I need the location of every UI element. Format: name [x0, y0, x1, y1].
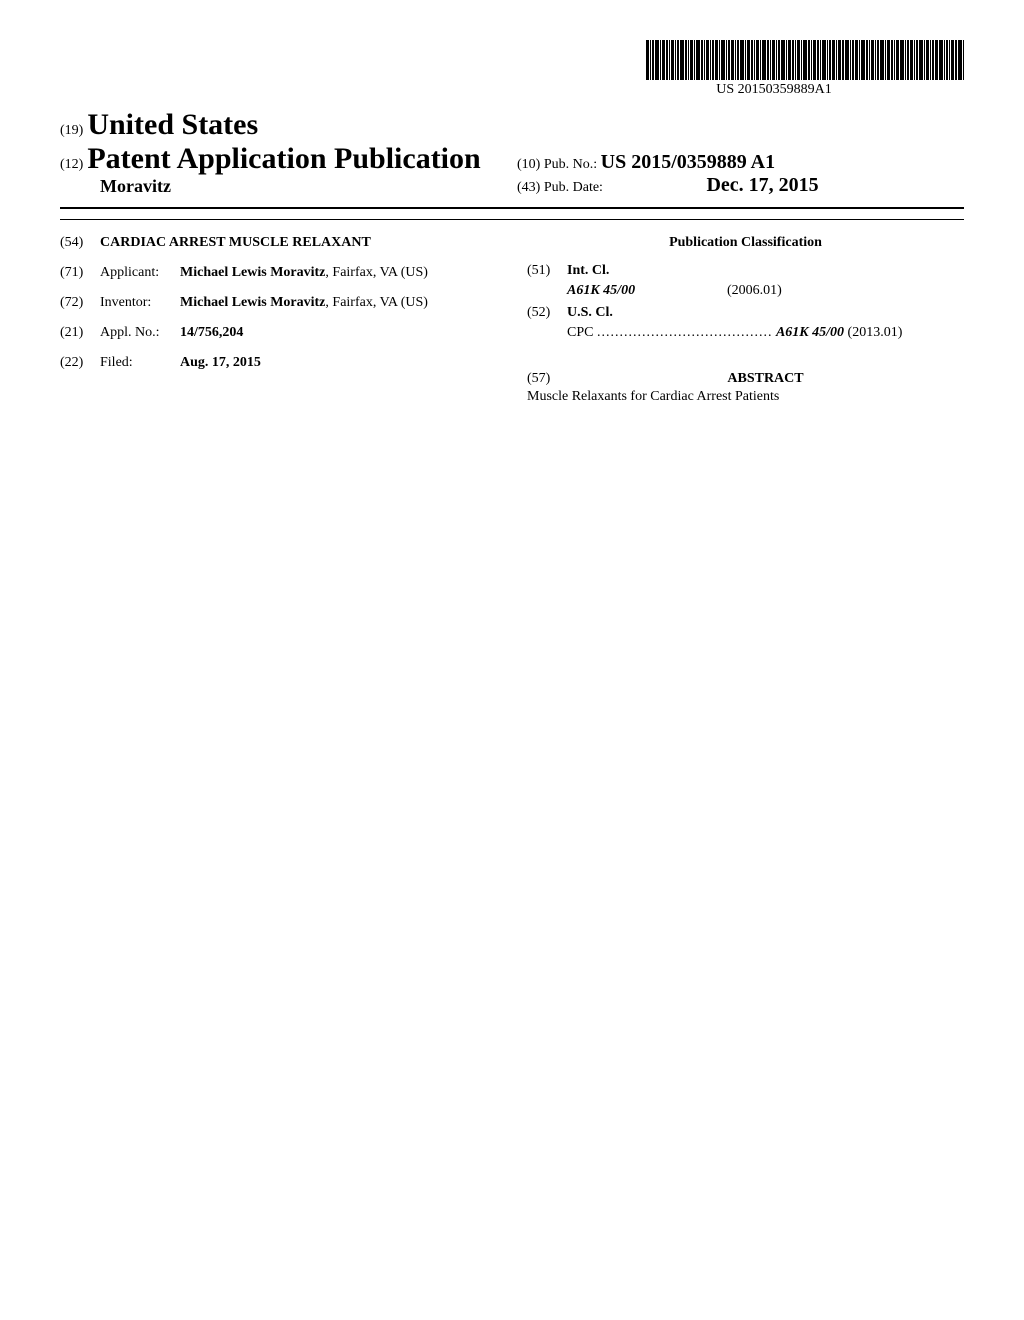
kind-code-12: (12)	[60, 157, 83, 172]
right-column: Publication Classification (51) Int. Cl.…	[527, 235, 964, 405]
cpc-dots: .......................................	[597, 325, 773, 340]
barcode: US 20150359889A1	[584, 40, 964, 98]
applicant-label: Applicant:	[100, 265, 180, 281]
intcl-code: (51)	[527, 263, 567, 279]
title-code: (54)	[60, 235, 100, 251]
applicant-value: Michael Lewis Moravitz, Fairfax, VA (US)	[180, 265, 497, 281]
applno-label: Appl. No.:	[100, 325, 180, 341]
title-field: (54) CARDIAC ARREST MUSCLE RELAXANT	[60, 235, 497, 251]
pub-type-line: (12) Patent Application Publication	[60, 142, 507, 176]
applicant-field: (71) Applicant: Michael Lewis Moravitz, …	[60, 265, 497, 281]
country-line: (19) United States	[60, 108, 507, 142]
barcode-section: US 20150359889A1	[60, 40, 964, 98]
left-column: (54) CARDIAC ARREST MUSCLE RELAXANT (71)…	[60, 235, 497, 405]
title-text: CARDIAC ARREST MUSCLE RELAXANT	[100, 235, 497, 251]
pub-date-line: (43) Pub. Date: Dec. 17, 2015	[517, 174, 964, 197]
inventor-name: Michael Lewis Moravitz	[180, 295, 325, 310]
divider-thin	[60, 219, 964, 220]
filed-code: (22)	[60, 355, 100, 371]
inventor-value: Michael Lewis Moravitz, Fairfax, VA (US)	[180, 295, 497, 311]
applno-code: (21)	[60, 325, 100, 341]
kind-code-43: (43)	[517, 180, 540, 195]
cpc-symbol: A61K 45/00	[776, 325, 844, 340]
cpc-date: (2013.01)	[844, 325, 902, 340]
filed-field: (22) Filed: Aug. 17, 2015	[60, 355, 497, 371]
abstract-code: (57)	[527, 371, 567, 387]
intcl-symbol: A61K 45/00	[567, 283, 727, 299]
pub-no-label: Pub. No.:	[544, 157, 597, 172]
uscl-row: (52) U.S. Cl.	[527, 305, 964, 321]
inventor-field: (72) Inventor: Michael Lewis Moravitz, F…	[60, 295, 497, 311]
uscl-code: (52)	[527, 305, 567, 321]
applicant-name: Michael Lewis Moravitz	[180, 265, 325, 280]
pub-date-label: Pub. Date:	[544, 180, 603, 195]
pub-date-value: Dec. 17, 2015	[706, 174, 818, 196]
body-columns: (54) CARDIAC ARREST MUSCLE RELAXANT (71)…	[60, 235, 964, 405]
abstract-row: (57) ABSTRACT	[527, 371, 964, 387]
intcl-row: (51) Int. Cl.	[527, 263, 964, 279]
pub-no-value: US 2015/0359889 A1	[601, 151, 775, 173]
inventor-name-header: Moravitz	[100, 176, 507, 197]
applno-value: 14/756,204	[180, 325, 497, 341]
filed-value: Aug. 17, 2015	[180, 355, 497, 371]
classification-header: Publication Classification	[527, 235, 964, 251]
barcode-lines	[584, 40, 964, 80]
filed-label: Filed:	[100, 355, 180, 371]
intcl-label: Int. Cl.	[567, 263, 609, 279]
pub-no-line: (10) Pub. No.: US 2015/0359889 A1	[517, 151, 964, 174]
applicant-code: (71)	[60, 265, 100, 281]
applicant-location: , Fairfax, VA (US)	[325, 265, 428, 280]
divider-thick	[60, 207, 964, 209]
header-row: (19) United States (12) Patent Applicati…	[60, 108, 964, 197]
kind-code-19: (19)	[60, 123, 83, 138]
cpc-prefix: CPC	[567, 325, 593, 340]
uscl-label: U.S. Cl.	[567, 305, 613, 321]
header-left: (19) United States (12) Patent Applicati…	[60, 108, 507, 197]
publication-type: Patent Application Publication	[87, 142, 480, 175]
intcl-date: (2006.01)	[727, 283, 782, 299]
intcl-line: A61K 45/00 (2006.01)	[567, 283, 964, 299]
cpc-line: CPC ....................................…	[567, 325, 964, 341]
barcode-number: US 20150359889A1	[584, 82, 964, 98]
kind-code-10: (10)	[517, 157, 540, 172]
country: United States	[87, 108, 258, 141]
applno-field: (21) Appl. No.: 14/756,204	[60, 325, 497, 341]
abstract-header: ABSTRACT	[567, 371, 964, 387]
inventor-location: , Fairfax, VA (US)	[325, 295, 428, 310]
header-right: (10) Pub. No.: US 2015/0359889 A1 (43) P…	[507, 151, 964, 197]
inventor-label: Inventor:	[100, 295, 180, 311]
abstract-text: Muscle Relaxants for Cardiac Arrest Pati…	[527, 389, 964, 405]
inventor-code: (72)	[60, 295, 100, 311]
